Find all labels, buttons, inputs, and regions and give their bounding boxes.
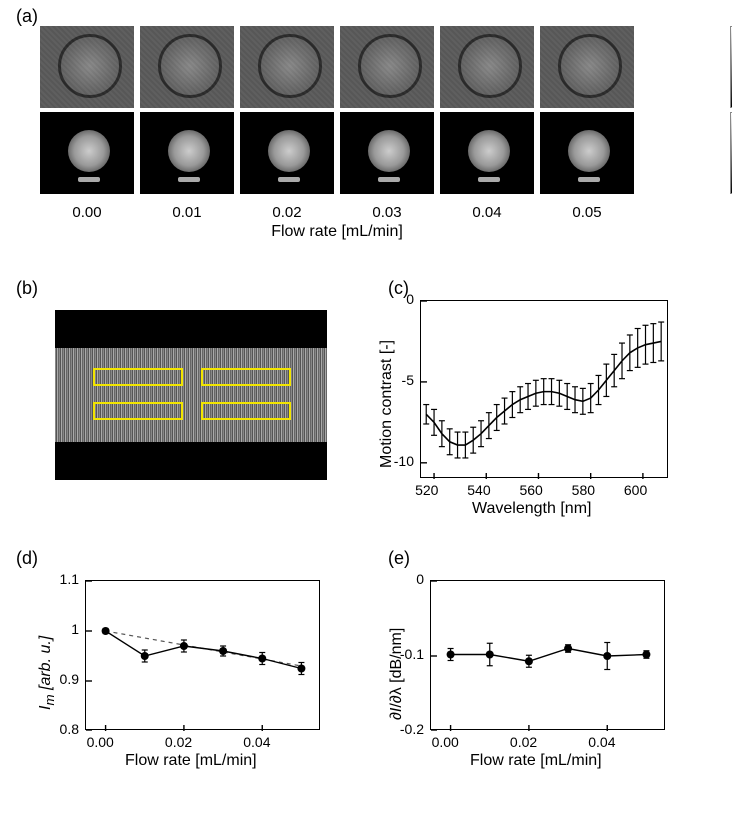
panel-b-image [55, 310, 327, 480]
motion-image [540, 112, 634, 194]
roi-box [93, 402, 183, 420]
y-tick-label: 1 [45, 621, 79, 637]
x-tick-label: 540 [467, 482, 490, 498]
y-tick-label: -5 [380, 372, 414, 388]
panel-a-label: (a) [16, 6, 38, 27]
chart-e-xlabel: Flow rate [mL/min] [470, 752, 602, 770]
roi-box [201, 402, 291, 420]
x-tick-label: 560 [519, 482, 542, 498]
chart-c-ylabel: Motion contrast [-] [378, 340, 396, 468]
roi-box [93, 368, 183, 386]
panel-e-label: (e) [388, 548, 410, 569]
motion-image [440, 112, 534, 194]
panel-a-column: 0.03 [340, 26, 434, 221]
roi-box [201, 368, 291, 386]
x-tick-label: 0.04 [243, 734, 270, 750]
flow-rate-tick: 0.00 [40, 204, 134, 221]
panel-b-label: (b) [16, 278, 38, 299]
flow-rate-tick: 0.01 [140, 204, 234, 221]
chart-e-svg [431, 581, 666, 731]
chart-d-svg [86, 581, 321, 731]
x-tick-label: 0.00 [87, 734, 114, 750]
x-tick-label: 600 [624, 482, 647, 498]
y-tick-label: -10 [380, 453, 414, 469]
motion-image [340, 112, 434, 194]
flow-rate-tick: 0.03 [340, 204, 434, 221]
panel-a: 0.00 0.01 0.02 0.03 0.04 0.05 Flow rate [mL/m… [40, 26, 700, 241]
panel-a-x-label: Flow rate [mL/min] [40, 223, 634, 241]
y-tick-label: 0.8 [45, 721, 79, 737]
x-tick-label: 0.02 [510, 734, 537, 750]
motion-image [40, 112, 134, 194]
y-tick-label: 1.1 [45, 571, 79, 587]
y-tick-label: 0 [380, 291, 414, 307]
x-tick-label: 580 [572, 482, 595, 498]
chart-d-axes [85, 580, 320, 730]
x-tick-label: 0.02 [165, 734, 192, 750]
x-tick-label: 0.00 [432, 734, 459, 750]
panel-a-column: 0.00 [40, 26, 134, 221]
oct-image [440, 26, 534, 108]
y-tick-label: 0.9 [45, 671, 79, 687]
x-tick-label: 0.04 [588, 734, 615, 750]
chart-c-xlabel: Wavelength [nm] [472, 500, 591, 518]
flow-rate-tick: 0.05 [540, 204, 634, 221]
chart-d-xlabel: Flow rate [mL/min] [125, 752, 257, 770]
oct-image [340, 26, 434, 108]
panel-b-stream [55, 348, 327, 442]
flow-rate-tick: 0.04 [440, 204, 534, 221]
panel-a-column: 0.05 [540, 26, 634, 221]
panel-a-column: 0.01 [140, 26, 234, 221]
motion-image [240, 112, 334, 194]
chart-e-axes [430, 580, 665, 730]
panel-d-label: (d) [16, 548, 38, 569]
panel-a-image-grid: 0.00 0.01 0.02 0.03 0.04 0.05 [40, 26, 700, 221]
oct-image [540, 26, 634, 108]
chart-c-axes [420, 300, 668, 478]
y-tick-label: -0.1 [390, 646, 424, 662]
panel-a-column: 0.04 [440, 26, 534, 221]
y-tick-label: 0 [390, 571, 424, 587]
flow-rate-tick: 0.02 [240, 204, 334, 221]
oct-image [240, 26, 334, 108]
oct-image [140, 26, 234, 108]
panel-a-column: 0.02 [240, 26, 334, 221]
oct-image [40, 26, 134, 108]
y-tick-label: -0.2 [390, 721, 424, 737]
chart-c-svg [421, 301, 669, 479]
motion-image [140, 112, 234, 194]
x-tick-label: 520 [415, 482, 438, 498]
chart-e-ylabel: ∂I/∂λ [dB/nm] [388, 628, 406, 720]
